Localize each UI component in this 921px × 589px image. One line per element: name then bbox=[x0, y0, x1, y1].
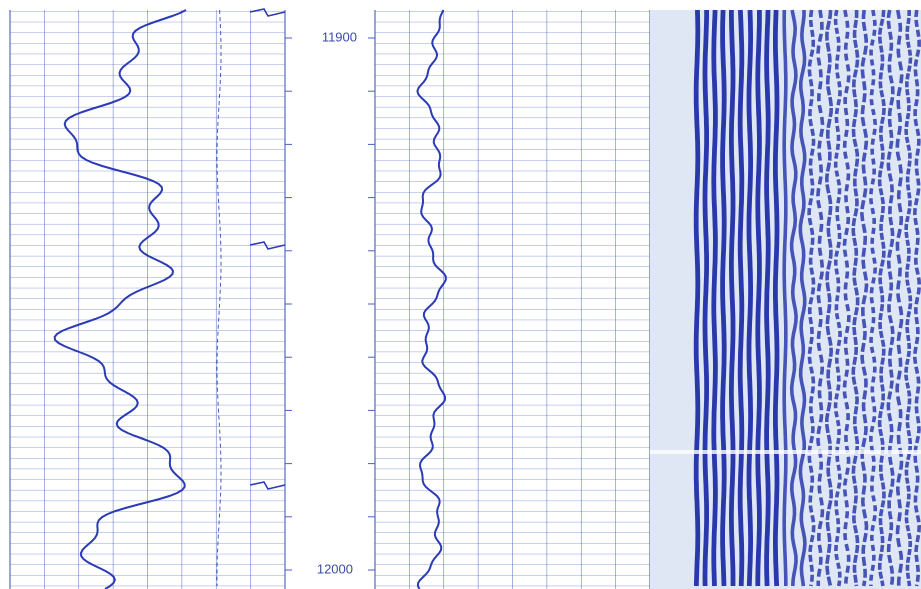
vdl-stripe bbox=[749, 10, 751, 586]
vdl-stripe bbox=[767, 10, 769, 586]
depth-label: 12000 bbox=[317, 561, 353, 576]
vdl-stripe bbox=[731, 10, 733, 586]
vdl-stripe bbox=[740, 10, 742, 586]
vdl-stripe bbox=[714, 10, 716, 586]
vdl-band bbox=[650, 450, 921, 454]
vdl-stripe bbox=[696, 10, 698, 586]
well-log: 11900 12000 bbox=[0, 0, 921, 589]
vdl-stripe bbox=[758, 10, 760, 586]
depth-label: 11900 bbox=[322, 29, 357, 44]
vdl-stripe bbox=[784, 10, 786, 586]
vdl-stripe bbox=[775, 10, 777, 586]
vdl-stripe bbox=[723, 10, 725, 586]
vdl-stripe bbox=[705, 10, 707, 586]
